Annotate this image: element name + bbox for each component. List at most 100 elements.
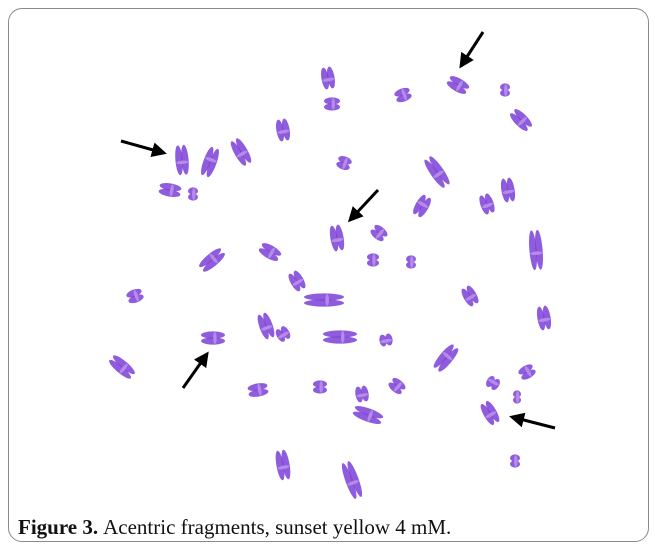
arrow [181,351,209,389]
centromere [417,201,429,208]
centromere [213,332,217,344]
chromosome [199,248,225,272]
centromere [433,170,444,178]
centromere [261,325,273,331]
chromosome [188,187,198,201]
chromatid [485,400,500,423]
chromosome [536,305,552,331]
centromere [277,129,290,134]
chromosome [424,156,450,188]
chromosome [518,364,536,380]
chromosome [500,83,510,97]
chromosome [288,270,306,292]
chromatid [261,243,282,256]
metaphase-image [109,31,556,499]
chromosome [247,383,269,397]
chromosome [336,156,352,170]
centromere [119,363,128,374]
chromosome [275,326,291,342]
centromere [347,480,359,486]
chromosome [158,183,182,197]
chromosome [367,253,379,267]
centromere [538,317,551,322]
chromatid [418,197,431,218]
centromere [367,410,373,422]
chromatid [347,461,363,497]
centromere [410,256,414,268]
chromosome [370,224,388,242]
centromere [465,294,477,301]
chromatid [424,159,445,188]
chromosome [175,144,189,176]
chromosome [304,293,344,307]
chromatid [230,141,247,166]
chromatid [354,406,384,419]
chromatid [341,463,357,499]
chromosome [257,312,275,340]
chromatid [529,230,537,271]
chromosome [433,344,459,372]
chromosome [126,288,144,304]
centromere [205,157,217,163]
chromosome [529,229,543,271]
chromosome [500,177,516,203]
chromosome [480,400,500,426]
chromatid [329,225,339,252]
chromatid [461,288,474,307]
centromere [356,393,369,398]
chromatid [257,314,269,340]
centromere [277,465,290,470]
chromosome [276,118,290,142]
chromatid [438,348,459,372]
centromere [485,411,497,419]
chromosome [355,385,369,403]
chromatid [281,449,291,480]
chromatid [413,194,426,215]
chromosomes [109,66,552,499]
centromere [133,289,139,302]
chromosome [275,449,291,481]
chromatid [112,355,135,375]
centromere [325,294,329,306]
chromatid [352,411,382,424]
chromatid [275,450,285,481]
centromere [292,279,304,286]
chromosome [406,255,416,269]
chromatid [258,248,279,261]
centromere [192,188,196,200]
centromere [380,338,393,344]
chromosome [388,377,406,395]
chromosome [513,390,521,404]
chromatid [304,299,344,307]
chromosome [413,194,431,218]
centromere [372,254,376,266]
chromatid [323,330,357,338]
chromatid [202,252,225,272]
centromere [502,189,515,194]
chromatid [235,138,252,163]
centromere [514,455,518,467]
chromosome [510,454,520,468]
chromosome [446,76,470,94]
chromatid [109,359,132,379]
centromere [488,378,499,386]
centromere [517,116,527,126]
caption-text: Acentric fragments, sunset yellow 4 mM. [103,515,452,539]
chromosome [323,330,357,344]
chromosome [313,380,327,394]
chromosome [510,109,532,131]
chromatid [449,76,470,89]
centromere [401,88,407,101]
chromosome [379,333,393,347]
centromere [331,237,344,243]
centromere [375,229,385,239]
chromatid [466,285,479,304]
centromere [278,331,289,339]
chromatid [206,148,219,178]
centromere [481,202,494,209]
chromatid [535,229,543,270]
centromere [340,331,345,343]
centromere [176,160,189,165]
chromosome [352,406,384,424]
